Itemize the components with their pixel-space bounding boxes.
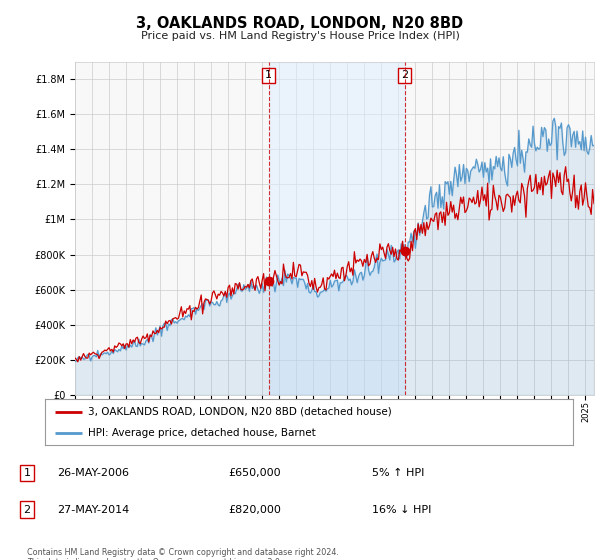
Text: 1: 1 <box>23 468 31 478</box>
Text: HPI: Average price, detached house, Barnet: HPI: Average price, detached house, Barn… <box>88 428 316 438</box>
Text: 1: 1 <box>265 71 272 81</box>
Text: £650,000: £650,000 <box>228 468 281 478</box>
Text: 26-MAY-2006: 26-MAY-2006 <box>57 468 129 478</box>
Text: 27-MAY-2014: 27-MAY-2014 <box>57 505 129 515</box>
Text: 3, OAKLANDS ROAD, LONDON, N20 8BD: 3, OAKLANDS ROAD, LONDON, N20 8BD <box>136 16 464 31</box>
Text: 2: 2 <box>401 71 409 81</box>
Text: 3, OAKLANDS ROAD, LONDON, N20 8BD (detached house): 3, OAKLANDS ROAD, LONDON, N20 8BD (detac… <box>88 407 392 417</box>
Text: £820,000: £820,000 <box>228 505 281 515</box>
Text: 2: 2 <box>23 505 31 515</box>
Text: 16% ↓ HPI: 16% ↓ HPI <box>372 505 431 515</box>
Bar <box>269 62 405 395</box>
Text: 5% ↑ HPI: 5% ↑ HPI <box>372 468 424 478</box>
Text: Price paid vs. HM Land Registry's House Price Index (HPI): Price paid vs. HM Land Registry's House … <box>140 31 460 41</box>
Text: Contains HM Land Registry data © Crown copyright and database right 2024.
This d: Contains HM Land Registry data © Crown c… <box>27 548 339 560</box>
